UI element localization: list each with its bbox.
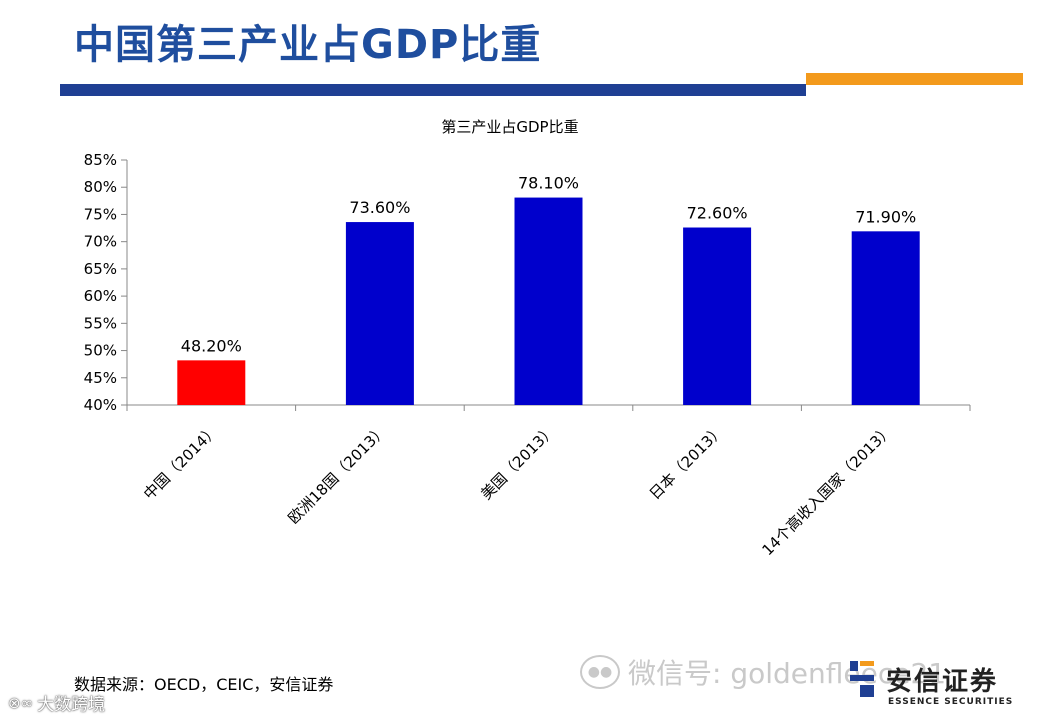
logo-mark-icon [850,661,874,697]
y-tick-label: 50% [84,342,117,360]
y-tick-label: 40% [84,396,117,414]
bar [177,360,246,405]
wechat-watermark: ●● 微信号: goldenfleece21 [580,652,946,692]
category-label: 日本（2013） [646,421,728,503]
category-label: 14个高收入国家（2013） [758,421,896,559]
y-tick-label: 70% [84,233,117,251]
source-note: 数据来源：OECD，CEIC，安信证券 [74,675,334,694]
bar-value-label: 72.60% [687,204,748,223]
watermark-text: 微信号: goldenfleece21 [628,657,947,690]
wechat-icon: ●● [580,655,620,689]
bar [514,197,583,405]
y-tick-label: 45% [84,369,117,387]
logo-name: 安信证券 [886,667,999,697]
bars [177,197,920,405]
page-title: 中国第三产业占GDP比重 [74,22,542,68]
bar-value-label: 71.90% [855,207,916,226]
y-tick-label: 65% [84,260,117,278]
logo-subtitle: ESSENCE SECURITIES [888,697,1014,707]
chart-title: 第三产业占GDP比重 [441,118,578,136]
x-axis [126,404,971,411]
corner-watermark-text: 大数跨境 [37,695,106,715]
title-rule-orange [806,73,1023,85]
bar-chart: 第三产业占GDP比重 40% 45% 50% 55% 60% 65% 70% 75% 80% 85… [84,118,971,559]
y-tick-label: 60% [84,287,117,305]
category-label: 中国（2014） [140,421,222,503]
y-tick-label: 75% [84,205,117,223]
company-logo: 安信证券 ESSENCE SECURITIES [848,655,1018,715]
data-labels: 48.20% 73.60% 78.10% 72.60% 71.90% [181,174,916,356]
y-tick-label: 85% [84,151,117,169]
title-rule-blue [60,84,806,96]
category-label: 美国（2013） [477,421,559,503]
y-tick-label: 55% [84,314,117,332]
bar-value-label: 78.10% [518,174,579,193]
bar [851,231,920,405]
bar [345,222,414,405]
y-tick-label: 80% [84,178,117,196]
y-axis: 40% 45% 50% 55% 60% 65% 70% 75% 80% 85% [84,151,128,414]
category-labels: 中国（2014） 欧洲18国（2013） 美国（2013） 日本（2013） 14个高收… [140,421,897,559]
bar-value-label: 73.60% [349,198,410,217]
bar-value-label: 48.20% [181,336,242,355]
bar [683,227,752,405]
chain-icon: ⊗∞ [8,693,34,712]
category-label: 欧洲18国（2013） [284,421,390,527]
corner-watermark: ⊗∞ 大数跨境 [8,690,106,716]
